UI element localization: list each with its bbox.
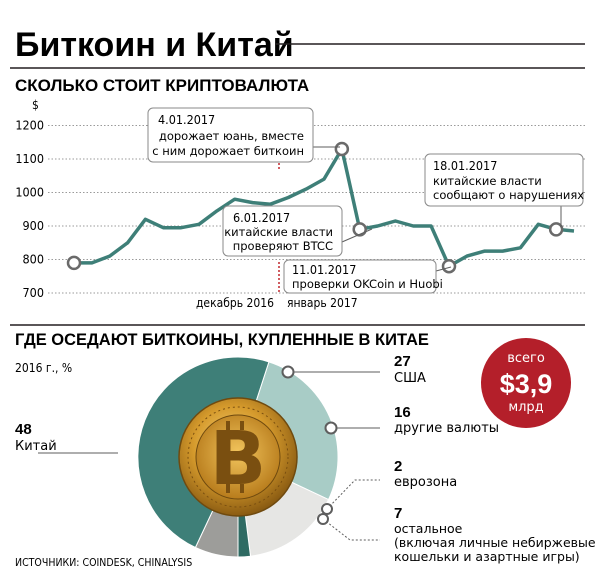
highlight-point (66, 255, 82, 271)
highlight-point (548, 222, 564, 237)
y-tick-label: 1000 (15, 185, 44, 200)
slice-marker (321, 503, 333, 515)
slice-label-china: 48 Китай (15, 421, 57, 454)
slice-name: еврозона (394, 475, 457, 490)
slice-marker (281, 365, 295, 379)
callout-text: китайские власти (224, 225, 333, 239)
y-tick-label: 1100 (15, 151, 44, 166)
total-unit: млрд (508, 400, 543, 415)
callout-date: 6.01.2017 (233, 210, 290, 225)
slice-value: 16 (394, 404, 411, 421)
y-tick-label: 700 (23, 285, 44, 300)
total-badge: всего $3,9 млрд (481, 338, 571, 428)
y-tick-label: 900 (23, 218, 44, 233)
pie-leaders (38, 365, 380, 541)
slice-name: США (394, 371, 426, 386)
callout-box (424, 153, 584, 207)
pie-subtitle: 2016 г., % (15, 361, 72, 375)
callout-date: 11.01.2017 (292, 262, 356, 277)
callout-6-01: 6.01.2017 китайские власти проверяют BTC… (222, 205, 373, 257)
highlight-point (441, 258, 457, 274)
total-label: всего (507, 351, 545, 366)
y-tick-label: 800 (23, 252, 44, 267)
slice-label-eurozone: 2 еврозона (394, 458, 457, 490)
slice-label-other-currencies: 16 другие валюты (394, 404, 499, 436)
slice-value: 2 (394, 458, 402, 475)
callout-leader (435, 266, 452, 272)
slice-marker (324, 421, 338, 435)
y-tick-labels: 700 800 900 1000 1100 1200 (15, 118, 44, 301)
y-tick-label: 1200 (15, 118, 44, 133)
total-badge-circle (481, 338, 571, 428)
slice-name: Китай (15, 439, 57, 454)
callout-date: 18.01.2017 (433, 158, 497, 173)
highlight-point (352, 222, 367, 237)
callout-11-01: 11.01.2017 проверки OKCoin и Huobi (283, 259, 452, 294)
callout-text: дорожает юань, вместе (159, 129, 304, 143)
source-note: ИСТОЧНИКИ: COINDESK, CHINALYSIS (15, 557, 192, 569)
slice-label-usa: 27 США (394, 353, 426, 386)
price-line (74, 147, 575, 268)
slice-value: 7 (394, 505, 402, 522)
callout-text: китайские власти (433, 174, 542, 188)
highlight-point (334, 141, 350, 157)
slice-value: 27 (394, 353, 411, 370)
slice-name: (включая личные небиржевые (394, 535, 596, 550)
y-unit-label: $ (32, 98, 39, 112)
x-label-december: декабрь 2016 (196, 296, 274, 310)
line-chart-heading: СКОЛЬКО СТОИТ КРИПТОВАЛЮТА (15, 76, 309, 95)
callout-date: 4.01.2017 (158, 112, 215, 127)
slice-value: 48 (15, 421, 32, 438)
callout-leader (341, 228, 373, 243)
callout-text: проверки OKCoin и Huobi (292, 277, 443, 291)
price-line-series (66, 141, 575, 274)
slice-name: кошельки и азартные игры) (394, 549, 580, 564)
page-title: Биткоин и Китай (15, 26, 294, 64)
callout-box (222, 205, 343, 257)
svg-text:B: B (210, 416, 266, 502)
callout-text: с ним дорожает биткоин (152, 144, 304, 158)
total-value: $3,9 (500, 369, 553, 399)
callout-text: проверяют BTCC (233, 239, 333, 253)
callout-text: сообщают о нарушениях (433, 188, 584, 202)
bitcoin-coin-icon: B (178, 397, 298, 517)
pie-chart-heading: ГДЕ ОСЕДАЮТ БИТКОИНЫ, КУПЛЕННЫЕ В КИТАЕ (15, 331, 429, 349)
slice-marker (317, 513, 329, 525)
slice-name: остальное (394, 521, 463, 536)
slice-label-rest: 7 остальное (включая личные небиржевые к… (394, 505, 596, 564)
callout-box (147, 107, 314, 163)
callout-18-01: 18.01.2017 китайские власти сообщают о н… (424, 153, 584, 228)
callout-4-01: 4.01.2017 дорожает юань, вместе с ним до… (147, 107, 340, 163)
x-label-january: январь 2017 (287, 296, 358, 310)
slice-name: другие валюты (394, 421, 499, 436)
callout-box (283, 259, 437, 294)
